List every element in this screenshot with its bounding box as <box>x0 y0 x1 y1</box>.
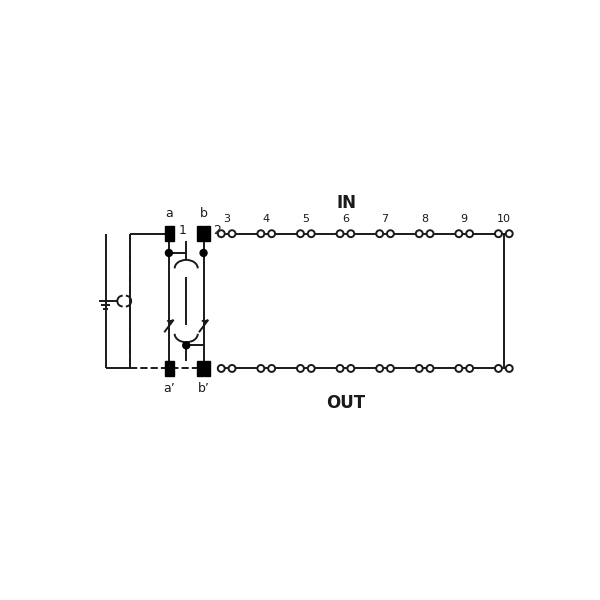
Bar <box>197 226 203 241</box>
Circle shape <box>466 365 473 372</box>
Text: 6: 6 <box>342 214 349 224</box>
Circle shape <box>229 365 236 372</box>
Circle shape <box>257 365 265 372</box>
Text: a: a <box>165 207 173 220</box>
Circle shape <box>506 365 513 372</box>
Circle shape <box>427 230 434 237</box>
Circle shape <box>166 250 172 256</box>
Circle shape <box>183 342 190 349</box>
Circle shape <box>229 230 236 237</box>
Circle shape <box>387 365 394 372</box>
Circle shape <box>495 365 502 372</box>
Circle shape <box>257 230 265 237</box>
Circle shape <box>347 230 355 237</box>
Circle shape <box>416 365 423 372</box>
Circle shape <box>376 230 383 237</box>
Circle shape <box>455 365 463 372</box>
Circle shape <box>387 230 394 237</box>
Bar <box>205 361 211 376</box>
Circle shape <box>268 230 275 237</box>
Text: IN: IN <box>336 194 356 212</box>
Circle shape <box>297 365 304 372</box>
Circle shape <box>337 365 344 372</box>
Circle shape <box>218 365 225 372</box>
Text: 5: 5 <box>302 214 310 224</box>
Bar <box>205 226 211 241</box>
Circle shape <box>376 365 383 372</box>
Text: 10: 10 <box>497 214 511 224</box>
Circle shape <box>200 250 207 256</box>
Circle shape <box>466 230 473 237</box>
Bar <box>165 226 173 241</box>
Circle shape <box>416 230 423 237</box>
Text: b’: b’ <box>197 382 209 395</box>
Text: OUT: OUT <box>326 394 365 412</box>
Text: 7: 7 <box>382 214 389 224</box>
Circle shape <box>337 230 344 237</box>
Text: b: b <box>200 207 208 220</box>
Bar <box>197 361 203 376</box>
Circle shape <box>218 230 225 237</box>
Circle shape <box>427 365 434 372</box>
Text: a’: a’ <box>163 382 175 395</box>
Text: 3: 3 <box>223 214 230 224</box>
Circle shape <box>297 230 304 237</box>
Bar <box>165 361 173 376</box>
Text: 4: 4 <box>263 214 270 224</box>
Circle shape <box>495 230 502 237</box>
Circle shape <box>347 365 355 372</box>
Circle shape <box>308 365 315 372</box>
Text: 9: 9 <box>461 214 468 224</box>
Circle shape <box>455 230 463 237</box>
Circle shape <box>268 365 275 372</box>
Circle shape <box>308 230 315 237</box>
Text: 2: 2 <box>214 224 221 237</box>
Circle shape <box>506 230 513 237</box>
Text: 8: 8 <box>421 214 428 224</box>
Text: 1: 1 <box>179 224 187 237</box>
